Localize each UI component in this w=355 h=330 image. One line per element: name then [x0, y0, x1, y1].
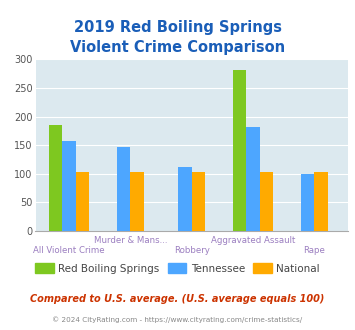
- Bar: [192, 172, 205, 231]
- Bar: [246, 127, 260, 231]
- Bar: [117, 147, 130, 231]
- Text: Compared to U.S. average. (U.S. average equals 100): Compared to U.S. average. (U.S. average …: [30, 294, 325, 304]
- Text: Rape: Rape: [303, 246, 325, 255]
- Bar: [233, 70, 246, 231]
- Bar: [49, 125, 62, 231]
- Text: Murder & Mans...: Murder & Mans...: [94, 236, 167, 245]
- Bar: [178, 167, 192, 231]
- Bar: [130, 172, 144, 231]
- Text: 2019 Red Boiling Springs
Violent Crime Comparison: 2019 Red Boiling Springs Violent Crime C…: [70, 20, 285, 54]
- Bar: [301, 174, 314, 231]
- Bar: [314, 172, 328, 231]
- Bar: [62, 141, 76, 231]
- Text: Robbery: Robbery: [174, 246, 210, 255]
- Bar: [260, 172, 273, 231]
- Legend: Red Boiling Springs, Tennessee, National: Red Boiling Springs, Tennessee, National: [31, 259, 324, 278]
- Text: All Violent Crime: All Violent Crime: [33, 246, 105, 255]
- Bar: [76, 172, 89, 231]
- Text: © 2024 CityRating.com - https://www.cityrating.com/crime-statistics/: © 2024 CityRating.com - https://www.city…: [53, 317, 302, 323]
- Text: Aggravated Assault: Aggravated Assault: [211, 236, 295, 245]
